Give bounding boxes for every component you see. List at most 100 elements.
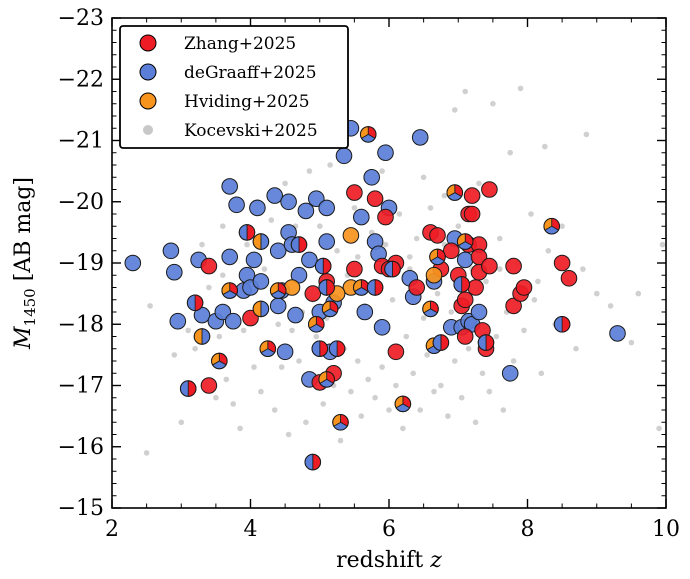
degraaff-point	[228, 196, 245, 214]
degraaff-point	[456, 251, 474, 269]
multi-sample-outline	[366, 279, 384, 296]
legend-label-zhang: Zhang+2025	[184, 34, 296, 54]
y-tick-label: −22	[58, 67, 104, 92]
degraaff-point	[249, 199, 266, 217]
multi-sample-point	[366, 279, 384, 296]
zhang-point	[463, 187, 481, 204]
multi-sample-point	[432, 334, 450, 351]
degraaff-point	[470, 303, 488, 321]
kocevski-point	[420, 315, 427, 321]
y-tick-label: −20	[58, 190, 104, 215]
kocevski-point	[171, 352, 178, 358]
kocevski-point	[413, 235, 420, 242]
kocevski-point	[261, 266, 268, 272]
kocevski-point	[538, 370, 545, 377]
kocevski-point	[583, 131, 590, 138]
kocevski-point	[223, 376, 230, 383]
multi-sample-outline	[543, 217, 561, 235]
kocevski-point	[656, 425, 662, 432]
multi-sample-outline	[221, 282, 238, 299]
degraaff-point	[269, 242, 287, 260]
multi-sample-wedge	[304, 453, 314, 471]
zhang-point	[304, 285, 322, 302]
kocevski-point	[420, 174, 427, 181]
y-tick-label: −21	[58, 129, 104, 154]
multi-sample-point	[304, 453, 322, 471]
kocevski-point	[607, 303, 614, 309]
multi-sample-wedge	[312, 453, 321, 471]
degraaff-point	[252, 273, 270, 290]
kocevski-point	[389, 297, 396, 303]
multi-sample-outline	[456, 233, 474, 250]
multi-sample-outline	[186, 294, 204, 312]
multi-sample-outline	[422, 300, 439, 318]
multi-sample-outline	[311, 340, 329, 358]
x-tick-label: 2	[105, 517, 119, 542]
kocevski-point	[542, 143, 548, 150]
multi-sample-outline	[446, 184, 464, 201]
multi-sample-wedge	[187, 380, 197, 397]
kocevski-point	[441, 192, 448, 199]
multi-sample-point	[308, 315, 325, 333]
multi-sample-wedge	[260, 233, 270, 250]
zhang-point	[377, 208, 394, 226]
kocevski-point	[580, 266, 586, 272]
degraaff-point	[269, 297, 287, 315]
zhang-point	[242, 309, 259, 327]
zhang-point	[560, 270, 578, 287]
kocevski-point	[178, 419, 185, 426]
degraaff-point	[308, 190, 325, 207]
multi-sample-point	[186, 294, 204, 312]
multi-sample-outline	[384, 260, 401, 278]
kocevski-point	[445, 413, 451, 419]
x-tick-label: 8	[521, 517, 535, 542]
zhang-point	[505, 257, 522, 275]
degraaff-point	[245, 251, 263, 269]
legend-label-degraaff: deGraaff+2025	[184, 63, 317, 83]
degraaff-point	[280, 193, 297, 211]
zhang-point	[408, 279, 426, 296]
multi-sample-outline	[252, 300, 270, 318]
degraaff-point	[266, 187, 284, 204]
kocevski-point	[355, 254, 361, 260]
legend-frame	[119, 25, 349, 149]
degraaff-point	[166, 263, 183, 281]
multi-sample-wedge	[322, 257, 332, 275]
zhang-point	[515, 279, 533, 296]
hviding-point	[425, 266, 443, 284]
kocevski-point	[497, 266, 503, 272]
kocevski-point	[403, 333, 410, 340]
kocevski-point	[479, 370, 486, 377]
zhang-point	[366, 190, 384, 207]
kocevski-point	[462, 88, 469, 95]
kocevski-point	[244, 241, 250, 248]
tick-labels: 2 4 6 8 10 −15 −16 −17 −18 −19 −20 −21 −22 −23	[58, 6, 680, 542]
multi-sample-wedge	[336, 340, 346, 357]
multi-sample-outline	[432, 334, 450, 351]
multi-sample-point	[318, 371, 336, 388]
multi-sample-outline	[252, 233, 270, 250]
zhang-point	[443, 242, 460, 260]
multi-sample-wedge	[238, 224, 248, 241]
multi-sample-wedge	[311, 340, 321, 357]
degraaff-point	[356, 303, 374, 321]
kocevski-point	[545, 248, 552, 254]
kocevski-point	[143, 450, 150, 456]
multi-sample-wedge	[298, 236, 308, 253]
multi-sample-wedge	[366, 279, 376, 296]
kocevski-point	[434, 290, 441, 297]
degraaff-point	[276, 343, 294, 361]
legend-marker-degraaff	[139, 63, 157, 81]
degraaff-point	[221, 248, 238, 266]
multi-sample-wedge	[201, 328, 211, 345]
degraaff-point	[377, 144, 394, 161]
multi-sample-outline	[259, 340, 277, 358]
kocevski-point	[628, 339, 635, 346]
multi-sample-point	[328, 340, 346, 358]
zhang-point	[346, 184, 363, 201]
multi-sample-outline	[328, 340, 346, 358]
kocevski-point	[285, 431, 292, 438]
degraaff-points	[124, 104, 626, 388]
hviding-point	[342, 227, 360, 244]
multi-sample-outline	[304, 453, 322, 471]
